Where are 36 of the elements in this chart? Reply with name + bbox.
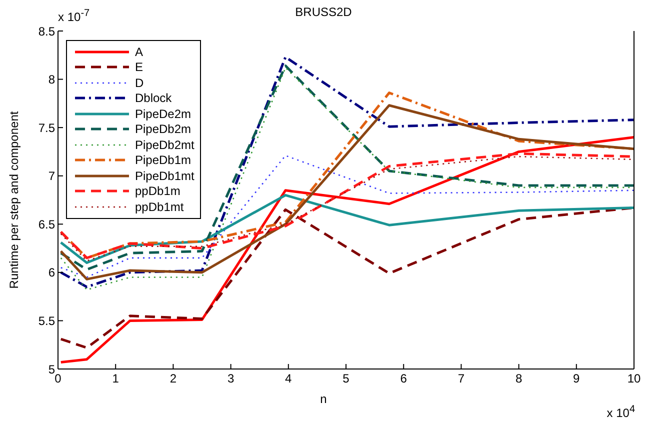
y-tick-label: 5 — [48, 362, 56, 376]
x-axis-title: n — [320, 392, 327, 406]
x-tick-label: 9 — [573, 372, 580, 386]
x-tick-label: 5 — [342, 372, 350, 386]
x-tick-label: 0 — [54, 372, 62, 386]
x-tick-label: 6 — [400, 372, 408, 386]
x-tick-label: 1 — [112, 372, 120, 386]
legend-label: PipeDe2m — [135, 106, 192, 121]
legend-label: PipeDb1m — [135, 153, 192, 168]
y-axis-title: Runtime per step and component — [7, 111, 21, 289]
x-tick-label: 2 — [170, 372, 177, 386]
legend-label: ppDb1m — [135, 184, 180, 198]
text: x 10$^{4}$ — [606, 404, 635, 420]
legend-label: ppDb1mt — [135, 200, 184, 214]
y-tick-label: 6 — [48, 266, 56, 280]
y-tick-label: 5.5 — [38, 314, 56, 328]
x-tick-label: 7 — [458, 372, 465, 386]
y-tick-label: 7.5 — [38, 120, 56, 135]
chart-title: BRUSS2D — [295, 5, 352, 19]
x-tick-label: 3 — [227, 372, 234, 386]
legend-label: D — [135, 76, 144, 90]
x-tick-label: 4 — [285, 372, 292, 386]
x-tick-label: 8 — [515, 372, 522, 386]
x-tick-label: 10 — [627, 372, 641, 386]
y-tick-label: 6.5 — [38, 217, 56, 232]
line-series — [60, 104, 634, 280]
legend-label: E — [135, 60, 144, 74]
y-tick-label: 8.5 — [38, 24, 56, 38]
legend-label: PipeDb1mt — [135, 168, 194, 183]
y-tick-label: 7 — [48, 169, 56, 184]
legend-label: A — [135, 44, 144, 59]
text: x 10$^{-7}$ — [58, 8, 90, 24]
y-tick-label: 8 — [48, 72, 56, 87]
legend-label: PipeDb2mt — [135, 138, 194, 152]
legend-label: Dblock — [135, 91, 172, 106]
legend-label: PipeDb2m — [135, 122, 192, 136]
